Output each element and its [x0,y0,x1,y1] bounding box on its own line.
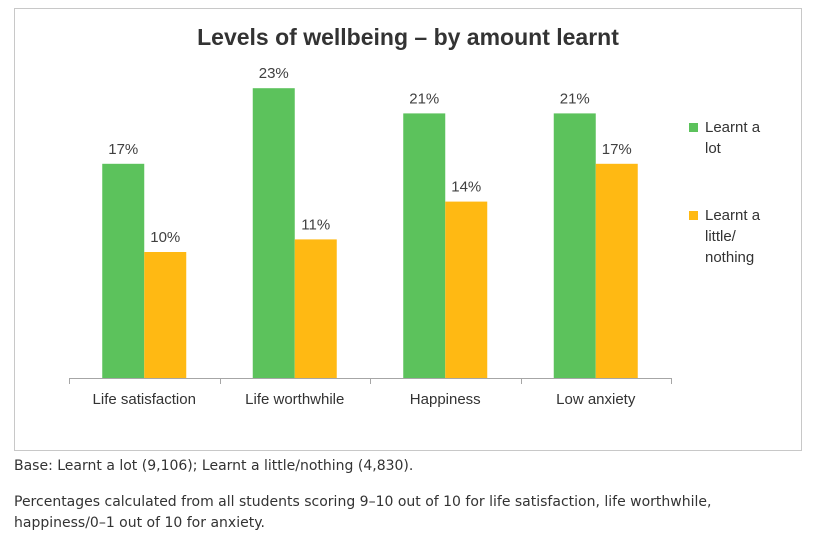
legend-swatch-learnt-a-little-nothing [689,211,698,220]
data-label-learnt-a-lot-low-anxiety: 21% [560,90,590,107]
percentages-note: Percentages calculated from all students… [14,494,712,531]
bar-learnt-a-lot-low-anxiety [553,113,596,379]
legend-label-learnt-a-lot: Learnt a lot [705,119,761,157]
data-label-learnt-a-lot-happiness: 21% [409,90,439,107]
bar-learnt-a-little-nothing-happiness [445,201,488,378]
bars-layer: 17% 10% 23% 11% 21% 14% 21% 17% [102,65,638,379]
data-label-learnt-a-little-nothing-happiness: 14% [451,179,481,196]
legend-label-learnt-a-little-nothing: Learnt a little/nothing [705,207,761,266]
bar-learnt-a-lot-happiness [403,113,446,379]
data-label-learnt-a-little-nothing-life-worthwhile: 11% [301,216,330,233]
x-tick-label-life-worthwhile: Life worthwhile [245,391,344,408]
x-tick-label-happiness: Happiness [410,391,481,408]
bar-learnt-a-little-nothing-life-worthwhile [294,239,337,378]
bar-learnt-a-little-nothing-life-satisfaction [144,252,187,378]
data-label-learnt-a-little-nothing-low-anxiety: 17% [602,141,632,158]
data-label-learnt-a-lot-life-satisfaction: 17% [108,141,138,158]
x-tick-label-low-anxiety: Low anxiety [556,391,636,408]
x-tick-label-life-satisfaction: Life satisfaction [93,391,196,408]
chart-frame: Levels of wellbeing – by amount learnt 1… [14,8,802,451]
bar-learnt-a-lot-life-worthwhile [252,88,295,378]
bar-chart: Levels of wellbeing – by amount learnt 1… [69,24,761,408]
data-label-learnt-a-lot-life-worthwhile: 23% [259,65,289,82]
base-note: Base: Learnt a lot (9,106); Learnt a lit… [14,458,414,474]
chart-title: Levels of wellbeing – by amount learnt [197,24,619,50]
bar-learnt-a-little-nothing-low-anxiety [595,163,638,378]
legend-swatch-learnt-a-lot [689,123,698,132]
bar-learnt-a-lot-life-satisfaction [102,163,145,378]
data-label-learnt-a-little-nothing-life-satisfaction: 10% [150,229,180,246]
legend: Learnt a lot Learnt a little/nothing [689,119,761,266]
x-axis: Life satisfaction Life worthwhile Happines… [69,378,672,408]
